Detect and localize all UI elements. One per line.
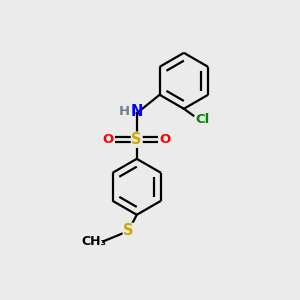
Text: O: O — [160, 133, 171, 146]
Text: S: S — [131, 132, 142, 147]
Text: Cl: Cl — [195, 112, 209, 126]
Text: H: H — [119, 105, 130, 118]
Text: CH₃: CH₃ — [82, 235, 106, 248]
Text: O: O — [103, 133, 114, 146]
Text: N: N — [130, 104, 143, 119]
Text: S: S — [123, 224, 134, 238]
